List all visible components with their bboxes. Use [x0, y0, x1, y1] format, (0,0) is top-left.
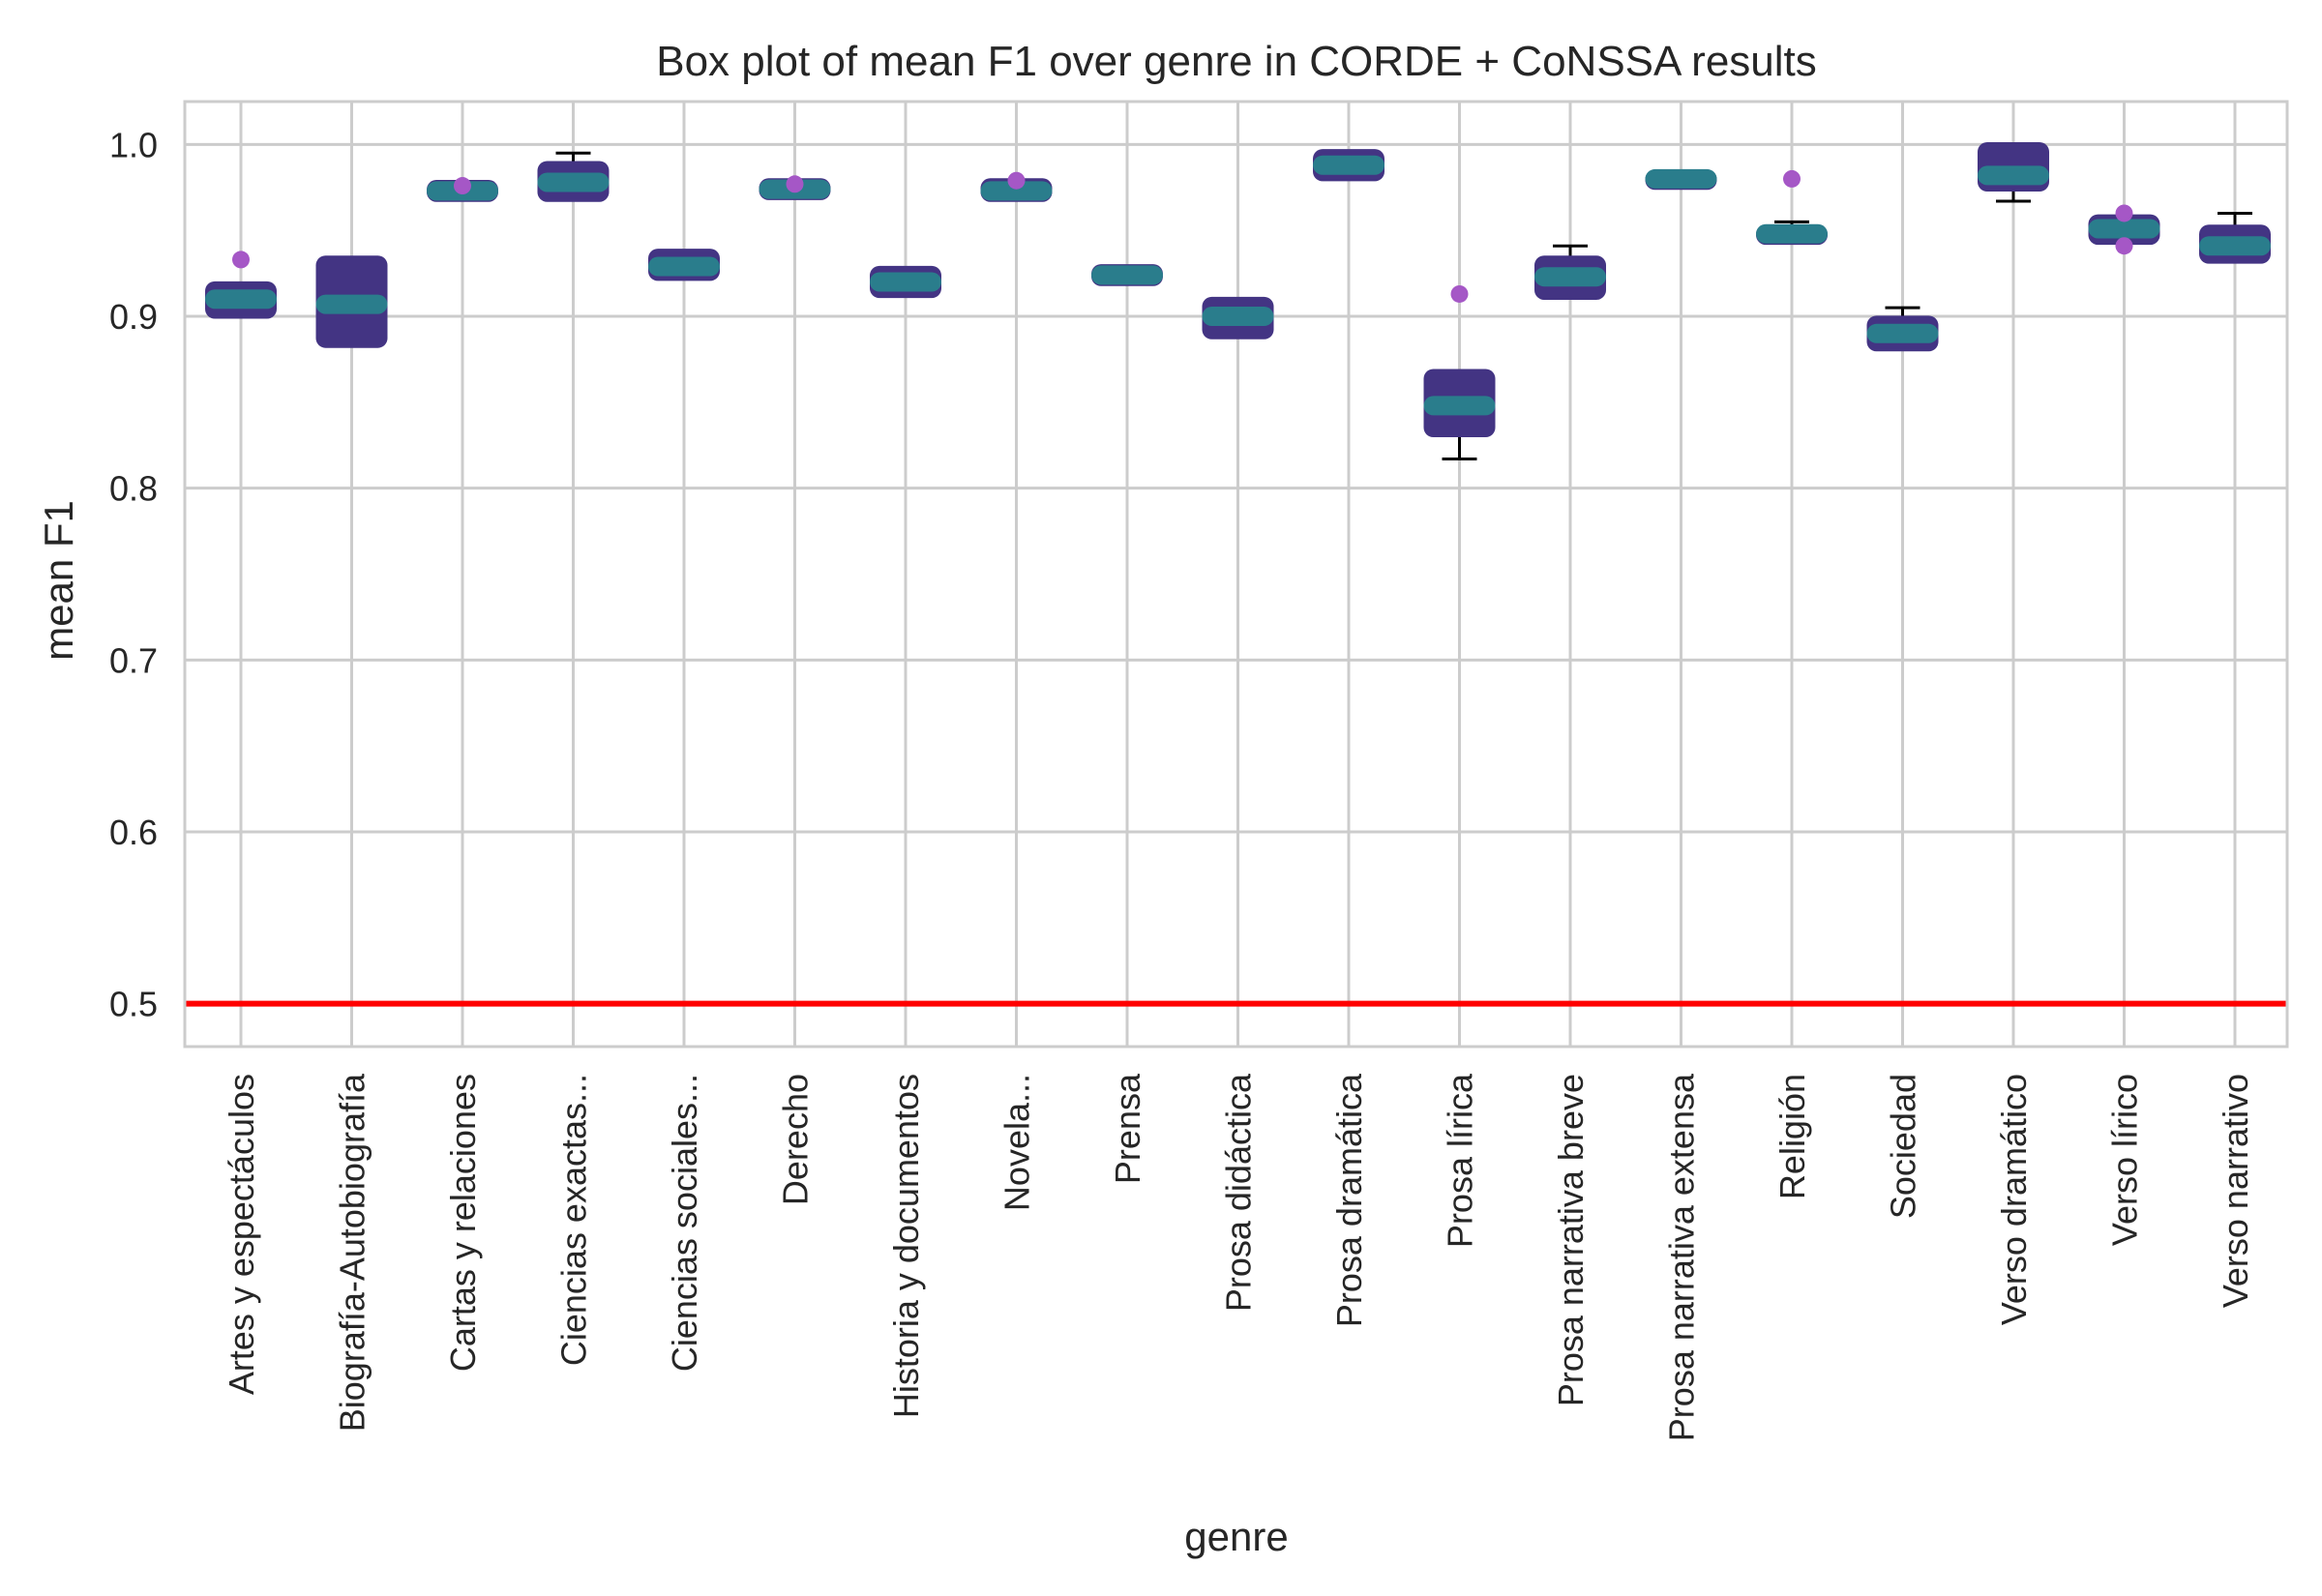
median-marker — [315, 294, 388, 314]
box-4 — [648, 249, 720, 281]
boxes-layer — [205, 141, 2271, 460]
y-tick-label: 0.7 — [109, 640, 158, 680]
x-tick-label: Verso narrativo — [2216, 1074, 2255, 1308]
outlier-point — [2115, 204, 2133, 222]
x-tick-label: Prosa didáctica — [1219, 1073, 1259, 1312]
x-tick-label: Ciencias exactas... — [554, 1074, 594, 1366]
outlier-point — [2115, 237, 2133, 255]
box-10 — [1313, 149, 1384, 182]
box-14 — [1756, 169, 1828, 246]
x-tick-label: Cartas y relaciones — [443, 1074, 483, 1372]
x-tick-label: Biografía-Autobiografía — [333, 1073, 372, 1432]
median-marker — [648, 256, 720, 277]
box-12 — [1534, 244, 1606, 300]
median-marker — [1091, 265, 1163, 285]
median-marker — [2199, 236, 2271, 256]
box-7 — [980, 171, 1053, 202]
box-18 — [2199, 211, 2271, 264]
outlier-point — [232, 251, 250, 269]
median-marker — [980, 181, 1053, 201]
x-tick-label: Novela... — [997, 1074, 1037, 1211]
y-tick-label: 0.6 — [109, 813, 158, 852]
median-marker — [2088, 219, 2160, 239]
x-tick-label: Sociedad — [1884, 1074, 1923, 1219]
outlier-point — [454, 177, 471, 195]
box-2 — [427, 177, 498, 202]
y-tick-label: 0.9 — [109, 297, 158, 337]
box-8 — [1091, 264, 1163, 286]
box-13 — [1645, 168, 1717, 191]
x-axis-label: genre — [1184, 1514, 1288, 1559]
median-marker — [1423, 396, 1496, 416]
y-tick-label: 0.8 — [109, 469, 158, 509]
x-tick-label: Religión — [1772, 1074, 1812, 1199]
median-marker — [1534, 267, 1606, 287]
y-tick-label: 0.5 — [109, 985, 158, 1024]
x-tick-label: Derecho — [776, 1074, 816, 1205]
y-tick-label: 1.0 — [109, 125, 158, 164]
chart-title: Box plot of mean F1 over genre in CORDE … — [656, 38, 1817, 85]
median-marker — [1978, 165, 2049, 186]
median-marker — [1313, 155, 1384, 175]
x-tick-label: Ciencias sociales... — [665, 1074, 704, 1372]
box-9 — [1202, 296, 1274, 340]
y-axis-label: mean F1 — [36, 500, 81, 661]
median-marker — [1645, 168, 1717, 189]
x-tick-label: Historia y documentos — [886, 1074, 926, 1418]
median-marker — [1756, 223, 1828, 244]
y-tick-labels: 0.5 0.6 0.7 0.8 0.9 1.0 — [109, 125, 158, 1023]
x-tick-label: Verso lírico — [2105, 1074, 2145, 1246]
outlier-point — [786, 175, 804, 193]
box-0 — [205, 251, 277, 319]
grid-layer — [185, 102, 2287, 1047]
outlier-point — [1783, 169, 1801, 188]
outlier-point — [1007, 171, 1026, 190]
box-17 — [2088, 204, 2160, 255]
x-tick-label: Prosa dramática — [1329, 1073, 1369, 1327]
box-6 — [870, 265, 941, 299]
plot-frame — [183, 100, 2289, 1049]
x-tick-label: Prosa narrativa breve — [1551, 1074, 1591, 1406]
box-16 — [1978, 141, 2049, 203]
x-tick-label: Artes y espectáculos — [222, 1074, 261, 1395]
x-tick-label: Verso dramático — [1994, 1074, 2034, 1325]
median-marker — [1202, 307, 1274, 327]
median-marker — [537, 172, 610, 192]
x-tick-labels: Artes y espectáculos Biografía-Autobiogra… — [222, 1073, 2255, 1441]
x-tick-label: Prosa narrativa extensa — [1662, 1073, 1702, 1441]
median-marker — [1866, 323, 1939, 343]
x-tick-label: Prensa — [1108, 1073, 1147, 1184]
x-tick-label: Prosa lírica — [1441, 1073, 1480, 1248]
outlier-point — [1450, 284, 1469, 303]
box-11 — [1423, 284, 1496, 460]
box-3 — [537, 151, 610, 202]
median-marker — [205, 289, 277, 310]
median-marker — [870, 272, 941, 292]
box-15 — [1866, 306, 1939, 352]
box-1 — [315, 255, 388, 348]
box-5 — [759, 175, 831, 200]
